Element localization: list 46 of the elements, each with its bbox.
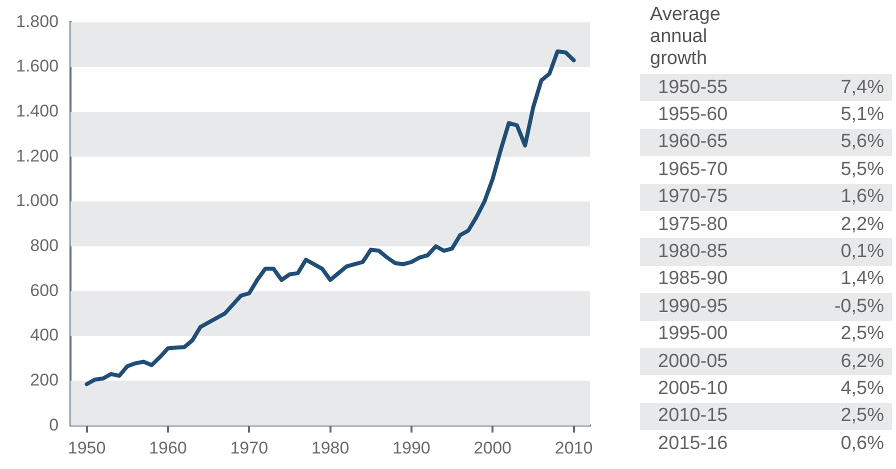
text: 5,5% <box>840 158 885 182</box>
y-tick-label: 1.400 <box>16 102 59 121</box>
y-tick-label: 400 <box>30 326 59 345</box>
x-tick-label: 1980 <box>311 438 350 458</box>
text: 2,5% <box>840 404 885 428</box>
text: 2,2% <box>840 212 885 237</box>
text: 2015-16 <box>657 432 729 456</box>
y-tick-label: 600 <box>30 280 59 300</box>
text: 1950-55 <box>657 76 729 100</box>
x-tick-label: 2000 <box>474 438 512 458</box>
y-tick-label: 0 <box>49 415 59 434</box>
text: -0,5% <box>833 294 885 319</box>
text: 1995-00 <box>657 322 729 346</box>
text: 1,4% <box>840 267 885 292</box>
y-tick-label: 200 <box>30 370 59 390</box>
x-tick-label: 1950 <box>68 438 106 458</box>
text: 1975-80 <box>657 212 729 237</box>
text: 7,4% <box>840 76 885 100</box>
text: 5,1% <box>840 103 885 128</box>
text: 2000-05 <box>657 350 729 374</box>
text: Average annual growth <box>650 4 722 70</box>
x-tick-label: 1970 <box>230 438 268 458</box>
text: 5,6% <box>840 130 885 154</box>
y-tick-label: 1.000 <box>16 191 59 210</box>
text: 1970-75 <box>657 185 729 210</box>
y-tick-label: 1.600 <box>16 56 59 76</box>
text: 2005-10 <box>657 376 729 401</box>
text: 2,5% <box>840 322 885 346</box>
text: 1980-85 <box>657 240 729 264</box>
text: 1955-60 <box>657 103 729 128</box>
y-tick-label: 1.800 <box>16 12 59 31</box>
text: 4,5% <box>840 376 885 401</box>
text: 1965-70 <box>657 158 729 182</box>
text: 1985-90 <box>657 267 729 292</box>
y-tick-label: 1.200 <box>16 146 59 166</box>
text: 1960-65 <box>657 130 729 154</box>
x-tick-label: 1960 <box>149 438 187 458</box>
text: 1990-95 <box>657 294 729 319</box>
x-tick-label: 2010 <box>554 438 593 458</box>
text: 2010-15 <box>657 404 729 428</box>
text: 6,2% <box>840 350 885 374</box>
text: 0,1% <box>840 240 885 264</box>
text: 0,6% <box>840 432 885 456</box>
text: 1,6% <box>840 185 885 210</box>
x-tick-label: 1990 <box>392 438 430 458</box>
y-tick-label: 800 <box>30 236 59 255</box>
